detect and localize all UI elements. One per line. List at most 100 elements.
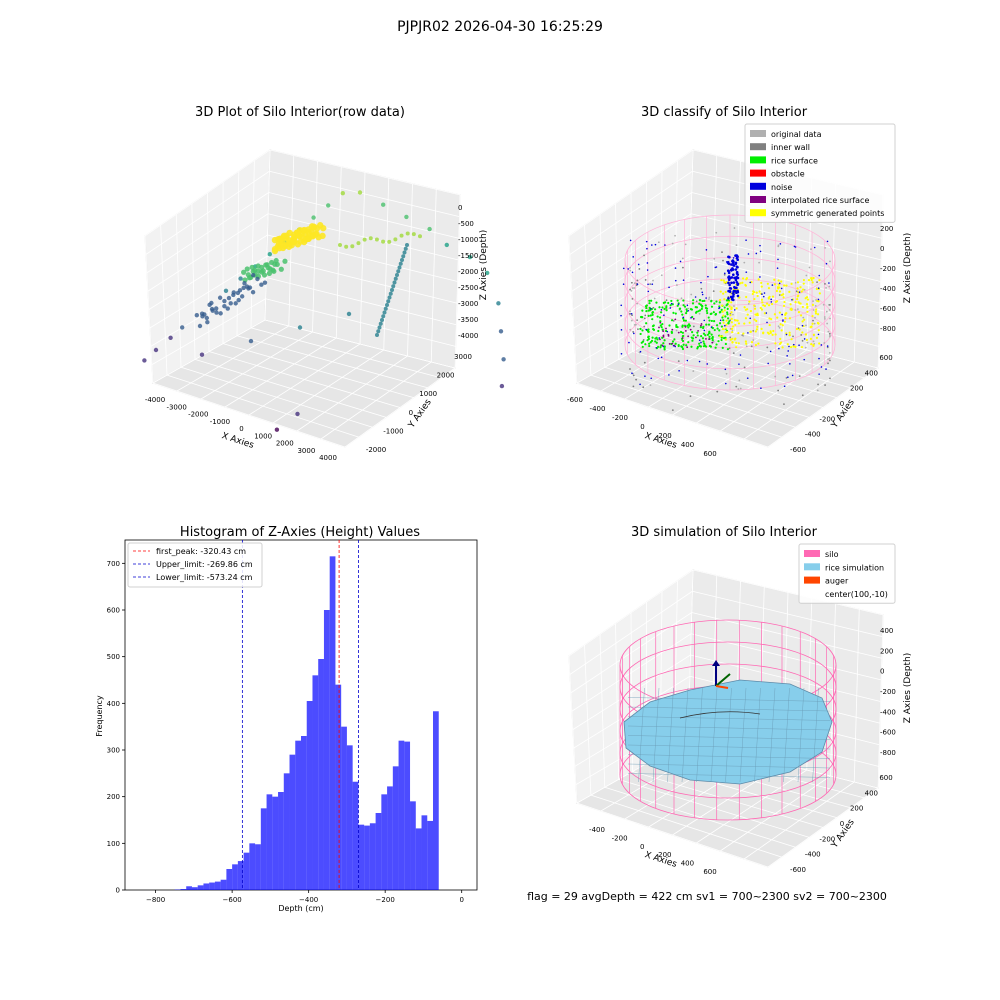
x-tick-labels: -600 -400 -200 0 200 400 600	[567, 396, 717, 458]
noise-point	[791, 298, 793, 301]
histogram-bar	[295, 740, 301, 890]
wall-point	[630, 289, 633, 292]
data-point	[312, 231, 319, 238]
symmetric-point	[723, 281, 726, 284]
wall-point	[827, 358, 829, 361]
wall-point	[798, 375, 801, 377]
wall-point	[735, 385, 738, 388]
symmetric-point	[775, 289, 779, 293]
rice-point	[654, 337, 657, 340]
wall-point	[829, 377, 831, 380]
wall-point	[739, 387, 742, 390]
rice-point	[678, 307, 681, 310]
wall-point	[636, 279, 639, 282]
rice-point	[686, 324, 689, 327]
noise-point	[647, 290, 650, 293]
symmetric-point	[815, 287, 818, 291]
rice-point	[713, 328, 716, 332]
symmetric-point	[729, 338, 732, 341]
noise-point	[724, 368, 727, 371]
noise-point	[749, 281, 752, 284]
noise-point	[724, 324, 726, 327]
rice-point	[677, 344, 680, 348]
grid-line	[264, 319, 456, 369]
grid-line	[320, 361, 432, 440]
noise-point	[825, 262, 828, 265]
histogram-bar	[392, 766, 399, 890]
data-point	[392, 280, 397, 285]
tick-label: -200	[612, 834, 628, 842]
panel-title-raw: 3D Plot of Silo Interior(row data)	[195, 105, 405, 120]
noise-point	[734, 268, 738, 271]
grid-line	[692, 590, 883, 638]
noise-point	[664, 244, 666, 246]
symmetric-point	[751, 292, 754, 296]
legend-swatch	[750, 169, 766, 177]
symmetric-point	[731, 341, 734, 344]
symmetric-point	[741, 277, 745, 280]
wall-point	[635, 378, 638, 381]
symmetric-point	[815, 308, 818, 311]
wall-point	[829, 260, 831, 263]
symmetric-point	[800, 345, 804, 349]
rice-point	[649, 314, 652, 317]
interp-point	[684, 330, 687, 332]
rice-point	[720, 338, 723, 342]
data-point	[485, 270, 490, 276]
wall-point	[816, 389, 819, 392]
tick-label: -200	[612, 414, 628, 422]
data-point	[397, 265, 402, 270]
tick-label: -400	[805, 851, 821, 859]
wall-point	[634, 323, 637, 326]
data-point	[393, 276, 398, 281]
data-point	[405, 243, 409, 247]
rice-point	[682, 299, 685, 302]
rice-point	[657, 329, 660, 333]
wall-point	[681, 257, 684, 260]
rice-point	[687, 326, 690, 329]
symmetric-point	[788, 317, 792, 320]
data-point	[214, 310, 219, 315]
symmetric-point	[783, 300, 786, 304]
symmetric-point	[760, 308, 764, 311]
data-point	[249, 264, 255, 270]
histogram-bar	[249, 843, 256, 890]
noise-point	[788, 345, 790, 348]
legend: first_peak: -320.43 cm Upper_limit: -269.…	[127, 542, 263, 588]
rice-point	[699, 345, 703, 348]
symmetric-point	[744, 283, 747, 287]
symmetric-point	[757, 278, 760, 281]
data-point	[376, 329, 381, 334]
noise-point	[739, 354, 742, 356]
wall-point	[676, 284, 678, 286]
rice-point	[680, 310, 683, 313]
symmetric-point	[811, 322, 814, 325]
noise-point	[732, 273, 735, 277]
symmetric-point	[774, 333, 777, 336]
rice-point	[668, 324, 671, 327]
grid-line	[344, 367, 456, 448]
data-point	[378, 321, 383, 326]
symmetric-point	[746, 313, 749, 316]
wall-point	[644, 279, 647, 281]
y-tick-label: 600	[107, 607, 120, 615]
rice-point	[702, 345, 706, 348]
symmetric-point	[798, 328, 801, 331]
wall-point	[674, 234, 676, 237]
data-point	[356, 241, 361, 246]
legend-label: inner wall	[771, 143, 810, 152]
noise-point	[705, 249, 708, 251]
symmetric-point	[737, 331, 740, 335]
noise-point	[620, 329, 623, 331]
noise-point	[637, 263, 640, 266]
tick-label: -1500	[458, 252, 478, 260]
rice-point	[713, 302, 716, 305]
noise-point	[770, 298, 772, 301]
grid-line	[571, 633, 692, 712]
data-point	[395, 273, 399, 277]
wall-point	[738, 379, 741, 382]
classified-points	[620, 227, 831, 412]
histogram-bar	[346, 745, 353, 890]
rice-point	[701, 337, 705, 340]
